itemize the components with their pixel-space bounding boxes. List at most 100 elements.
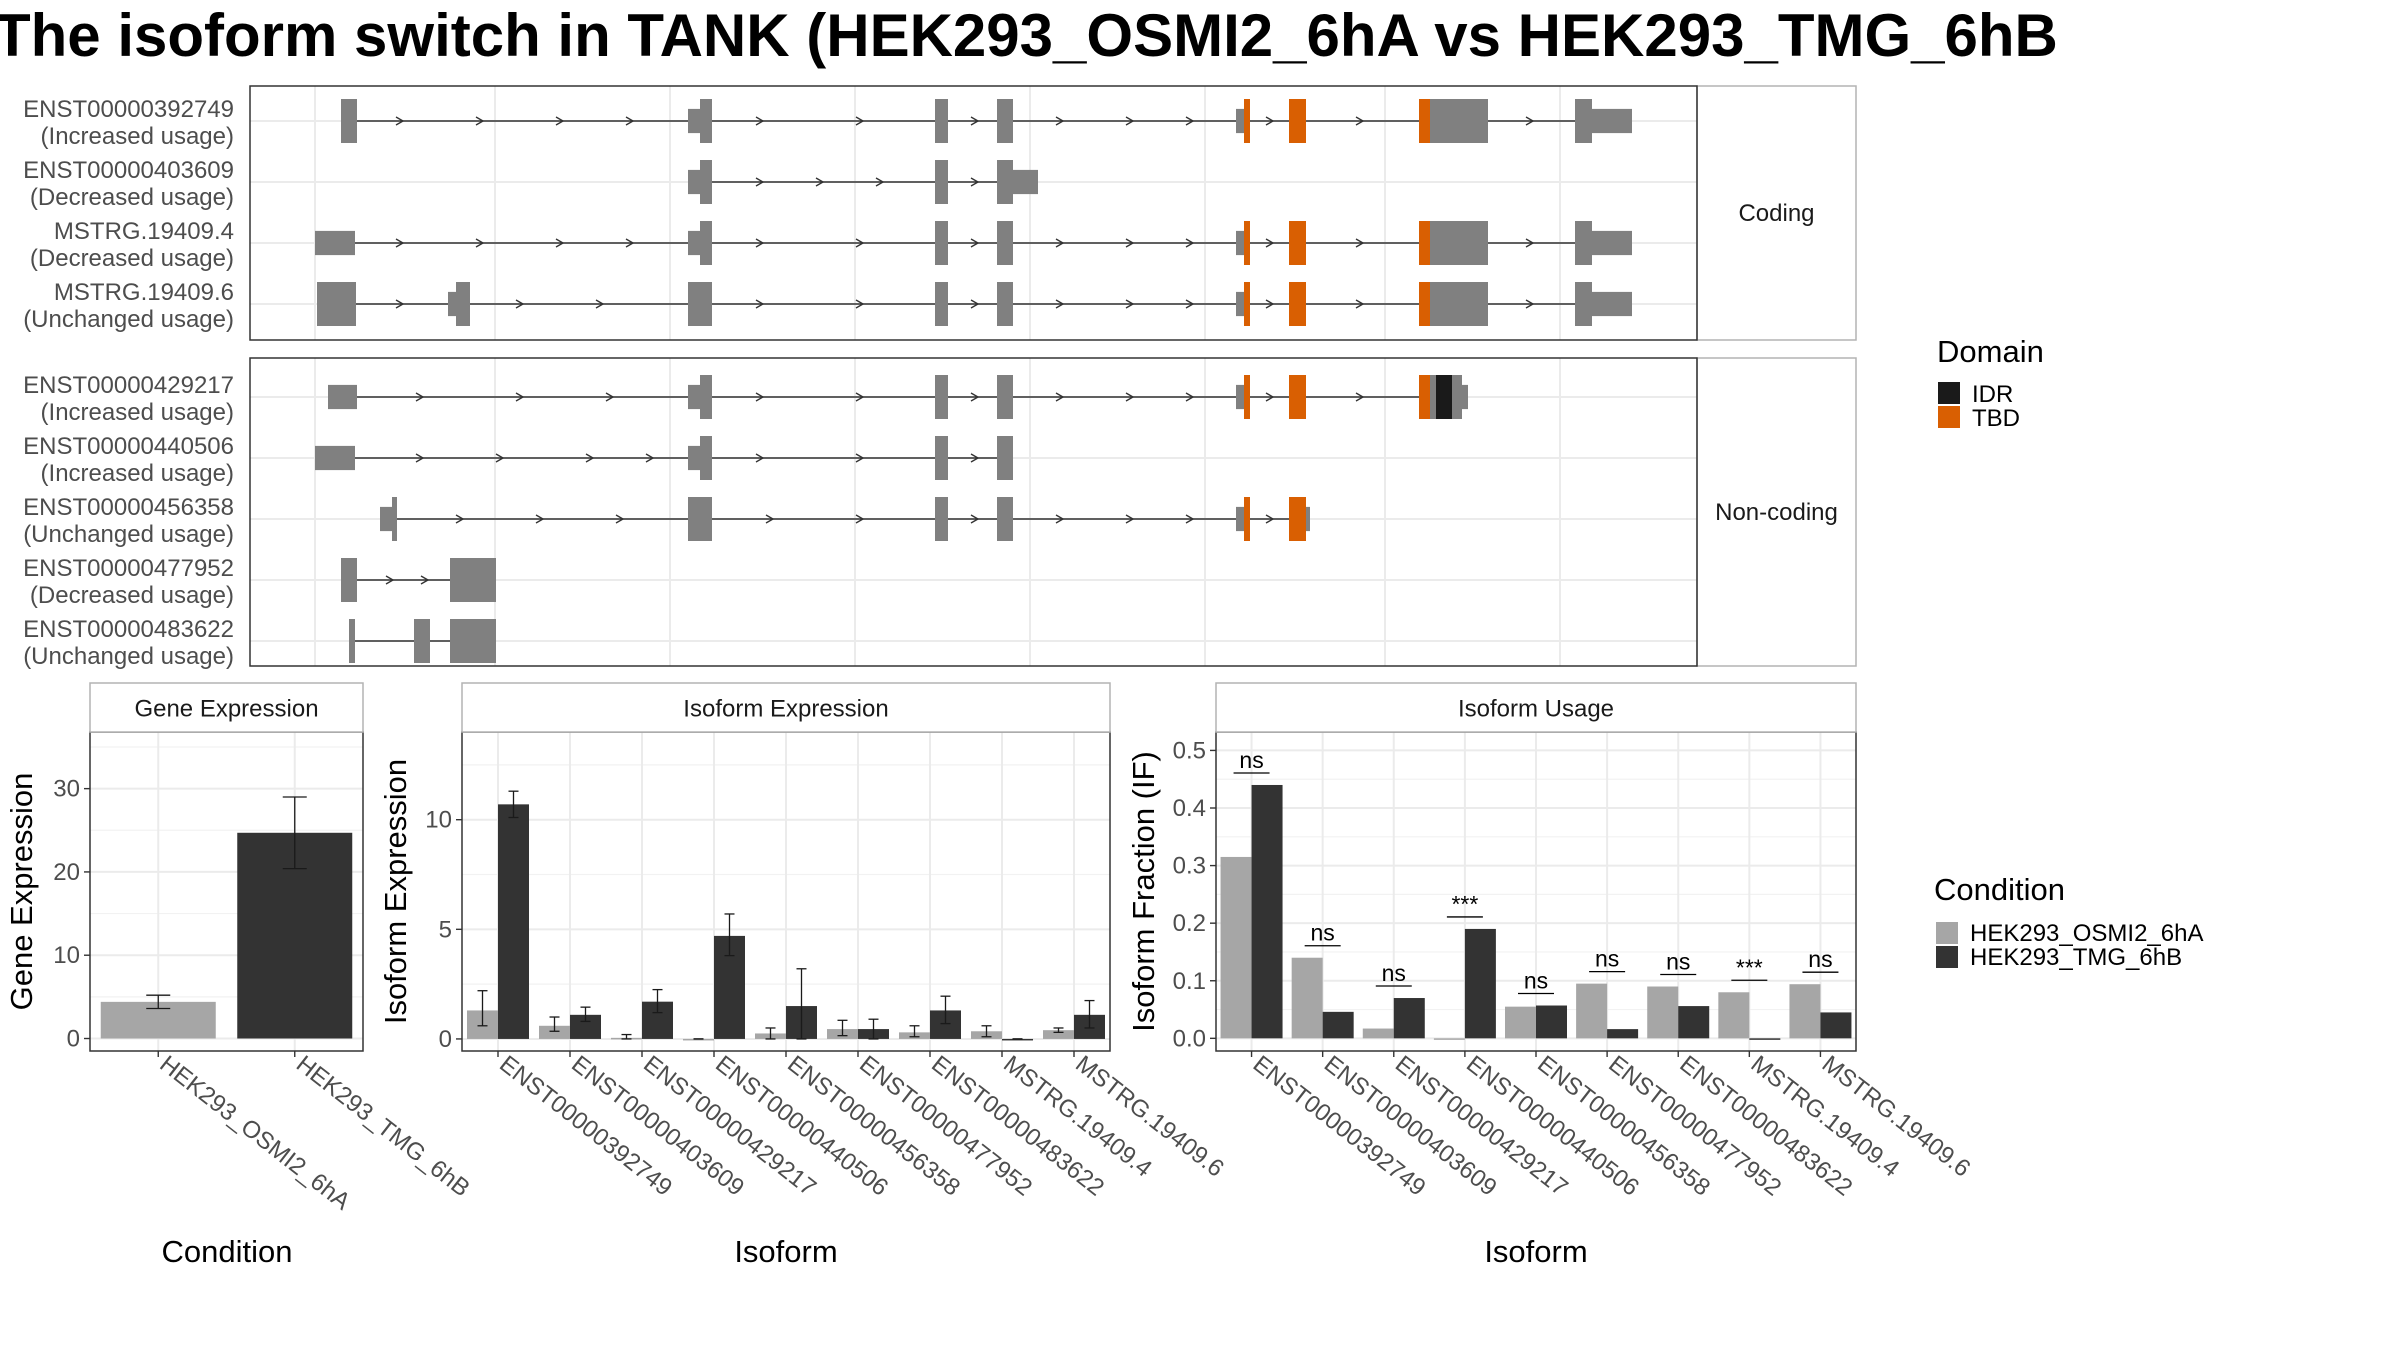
strand-arrow [1055,116,1065,126]
strand-arrow [970,238,980,248]
exon [935,497,948,541]
strand-arrow [475,116,485,126]
transcript-id-label: ENST00000456358 [23,494,234,521]
bar [1607,1029,1639,1039]
strand-arrow [1185,299,1195,309]
strand-arrow [1525,116,1535,126]
transcript-status-label: (Decreased usage) [30,184,234,211]
strand-arrow [625,116,635,126]
exon [1306,506,1310,532]
legend-key-idr [1938,382,1960,404]
bar [1433,1038,1465,1040]
y-tick-label: 0.2 [1173,910,1206,937]
bar [1678,1006,1710,1039]
exon [935,160,948,204]
exon [1592,291,1632,317]
y-tick-label: 0.4 [1173,795,1206,822]
facet-strip-label-non-coding: Non-coding [1715,499,1838,526]
exon [1575,99,1592,143]
strand-arrow [755,299,765,309]
strand-arrow [855,238,865,248]
strand-arrow [1265,514,1275,524]
facet-strip [1696,85,1857,341]
strand-arrow [1185,238,1195,248]
bar [1536,1005,1567,1039]
transcript-id-label: ENST00000440506 [23,433,234,460]
exon [1430,221,1488,265]
bar [1393,998,1425,1039]
strand-arrow [855,299,865,309]
strand-arrow [385,575,395,585]
strand-arrow [1125,116,1135,126]
exon [688,169,700,195]
strand-arrow [970,177,980,187]
exon [688,445,700,471]
strand-arrow [615,514,625,524]
domain-legend-title: Domain [1937,334,2044,369]
strand-arrow [535,514,545,524]
domain-tbd [1419,221,1430,265]
transcript-status-label: (Decreased usage) [30,582,234,609]
domain-tbd [1289,221,1306,265]
exon [1592,108,1632,134]
significance-label: ns [1808,946,1832,972]
bar [539,1025,570,1039]
strand-arrow [755,453,765,463]
bar [1749,1038,1781,1040]
strand-arrow [855,392,865,402]
significance-label: ns [1666,949,1690,975]
bar [1464,928,1496,1039]
domain-tbd [1244,282,1250,326]
y-axis-title: Isoform Fraction (IF) [1126,751,1161,1032]
strand-arrow [1185,392,1195,402]
facet-strip [89,682,364,733]
strand-arrow [495,453,505,463]
transcript-status-label: (Increased usage) [41,123,234,150]
strand-arrow [1355,392,1365,402]
domain-tbd [1289,497,1306,541]
bar [1043,1030,1074,1039]
transcript-id-label: ENST00000429217 [23,372,234,399]
strand-arrow [970,514,980,524]
transcript-status-label: (Unchanged usage) [23,643,234,670]
exon [1236,506,1244,532]
strand-arrow [1055,299,1065,309]
exon [997,160,1013,204]
transcript-enst00000483622 [349,619,496,663]
facet-strip [1215,682,1857,733]
legend-key-tmg [1936,946,1958,968]
condition-legend-title: Condition [1934,872,2065,907]
significance-label: *** [1736,954,1763,980]
strand-arrow [585,453,595,463]
exon [448,291,456,317]
exon [700,99,712,143]
strand-arrow [755,116,765,126]
transcript-id-label: MSTRG.19409.6 [54,279,234,306]
condition-legend: Condition HEK293_OSMI2_6hA HEK293_TMG_6h… [1934,872,2203,971]
isoform-usage-plot: 0.0 0.1 0.2 0.3 0.4 0.5 ns ns ns *** ns ns ns *** ns Is… [1126,682,1975,1269]
facet-strip [461,682,1111,733]
exon [997,436,1013,480]
exon [700,221,712,265]
strand-arrow [970,392,980,402]
exon [1592,230,1632,256]
exon [997,99,1013,143]
strand-arrow [755,238,765,248]
significance-label: ns [1382,960,1406,986]
bar [1576,983,1608,1039]
exon [315,445,355,471]
transcript-status-label: (Decreased usage) [30,245,234,272]
exon [1430,99,1488,143]
exon [997,221,1013,265]
transcript-enst00000403609 [688,160,1038,204]
bar [683,1038,714,1041]
exon [997,282,1013,326]
domain-tbd [1289,375,1306,419]
strand-arrow [855,453,865,463]
transcript-id-label: MSTRG.19409.4 [54,218,234,245]
exon [349,619,355,663]
strand-arrow [855,116,865,126]
strand-arrow [1055,392,1065,402]
y-tick-label: 0.1 [1173,968,1206,995]
significance-label: *** [1451,891,1478,917]
